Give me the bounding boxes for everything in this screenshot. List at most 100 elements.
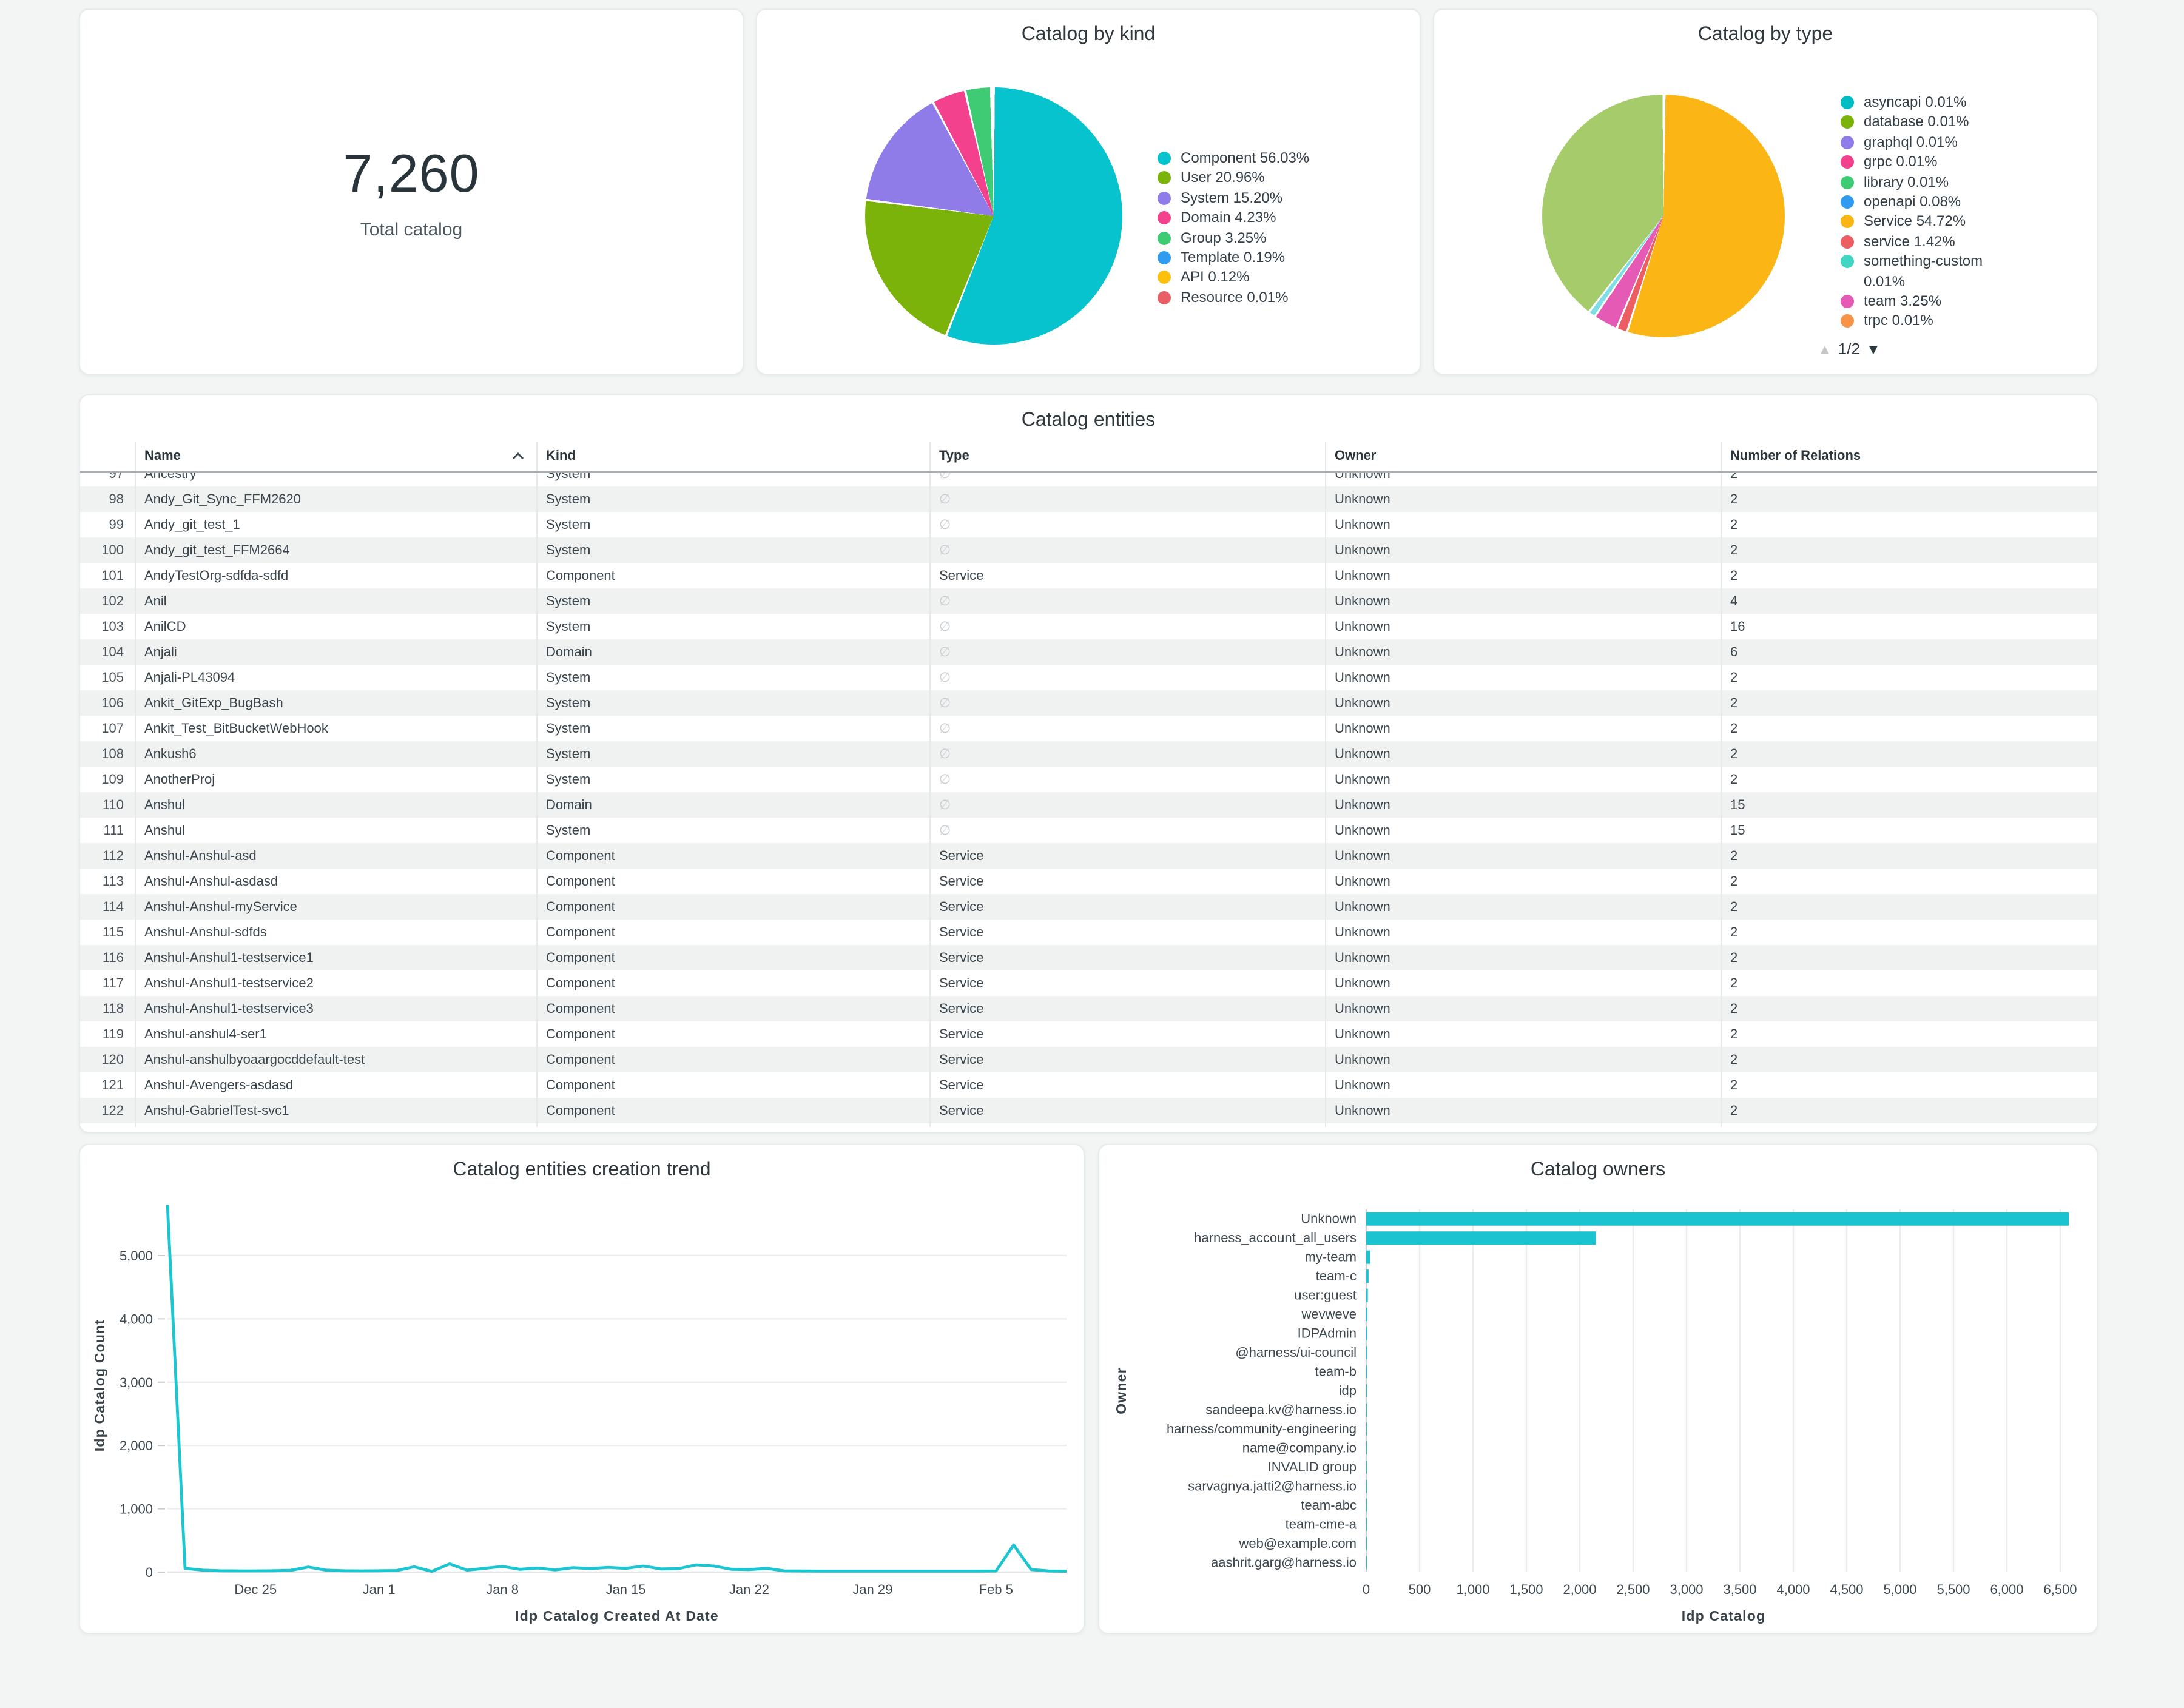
table-row[interactable]: 111 Anshul System ∅ Unknown 15 xyxy=(80,818,2097,843)
table-row[interactable]: 122 Anshul-GabrielTest-svc1 Component Servi… xyxy=(80,1098,2097,1123)
legend-page-down-icon[interactable]: ▼ xyxy=(1866,340,1881,357)
legend-item-Template[interactable]: Template 0.19% xyxy=(1158,247,1309,267)
bar-sarvagnya.jatti2@harness.io[interactable] xyxy=(1366,1479,1367,1493)
table-row[interactable]: 116 Anshul-Anshul1-testservice1 Component S… xyxy=(80,945,2097,970)
legend-item-library[interactable]: library 0.01% xyxy=(1841,172,2007,192)
legend-item-database[interactable]: database 0.01% xyxy=(1841,112,2007,132)
table-row[interactable]: 112 Anshul-Anshul-asd Component Service Unkn… xyxy=(80,843,2097,869)
bar-team-b[interactable] xyxy=(1366,1365,1367,1379)
table-row[interactable]: 98 Andy_Git_Sync_FFM2620 System ∅ Unknown 2 xyxy=(80,486,2097,512)
cell-owner: Unknown xyxy=(1325,563,1721,588)
bar-INVALID group[interactable] xyxy=(1366,1460,1367,1474)
column-header-kind[interactable]: Kind xyxy=(536,442,929,471)
row-index: 99 xyxy=(109,517,124,532)
bar-team-c[interactable] xyxy=(1366,1269,1369,1283)
catalog-owners-chart[interactable]: 0 500 1,000 1,500 2,000 2,500 3,000 3,500 4,000 4… xyxy=(1099,1145,2097,1633)
table-row[interactable]: 97 Ancestry System ∅ Unknown 2 xyxy=(80,473,2097,486)
column-header-owner[interactable]: Owner xyxy=(1325,442,1721,471)
legend-label: User 20.96% xyxy=(1181,169,1265,186)
table-row[interactable]: 117 Anshul-Anshul1-testservice2 Component S… xyxy=(80,970,2097,996)
legend-item-User[interactable]: User 20.96% xyxy=(1158,168,1309,188)
legend-page-up-icon[interactable]: ▲ xyxy=(1818,340,1832,357)
trend-line[interactable] xyxy=(166,1205,1067,1573)
legend-swatch-icon xyxy=(1841,314,1854,328)
legend-pager: ▲ 1/2 ▼ xyxy=(1818,340,1881,358)
kind-legend: Component 56.03% User 20.96% System 15.20%… xyxy=(1158,148,1309,308)
column-header-type[interactable]: Type xyxy=(929,442,1325,471)
legend-item-team[interactable]: team 3.25% xyxy=(1841,291,2007,311)
table-row[interactable]: 99 Andy_git_test_1 System ∅ Unknown 2 xyxy=(80,512,2097,537)
table-row[interactable]: 114 Anshul-Anshul-myService Component Servi… xyxy=(80,894,2097,920)
table-row[interactable]: 105 Anjali-PL43094 System ∅ Unknown 2 xyxy=(80,665,2097,690)
table-row[interactable]: 120 Anshul-anshulbyoaargocddefault-test Co… xyxy=(80,1047,2097,1072)
bar-idp[interactable] xyxy=(1366,1384,1367,1397)
cell-name: AnilCD xyxy=(135,614,536,639)
bar-name@company.io[interactable] xyxy=(1366,1441,1367,1455)
table-row[interactable]: 101 AndyTestOrg-sdfda-sdfd Component Servic… xyxy=(80,563,2097,588)
table-row[interactable]: 102 Anil System ∅ Unknown 4 xyxy=(80,588,2097,614)
kind-pie-chart[interactable] xyxy=(865,87,1122,345)
creation-trend-chart[interactable]: 0 1,000 2,000 3,000 4,000 5,000 Dec 25 Jan 1 Jan… xyxy=(80,1145,1084,1633)
legend-swatch-icon xyxy=(1841,96,1854,109)
table-row[interactable]: 100 Andy_git_test_FFM2664 System ∅ Unknown 2 xyxy=(80,537,2097,563)
table-row[interactable]: 106 Ankit_GitExp_BugBash System ∅ Unknown 2 xyxy=(80,690,2097,716)
legend-item-Service[interactable]: Service 54.72% xyxy=(1841,212,2007,232)
type-pie-chart[interactable] xyxy=(1542,95,1785,337)
legend-item-website[interactable]: website 0.96% xyxy=(1841,331,2007,335)
bar-my-team[interactable] xyxy=(1366,1250,1370,1264)
cell-kind: System xyxy=(536,473,929,486)
bar-user:guest[interactable] xyxy=(1366,1288,1368,1302)
legend-item-Domain[interactable]: Domain 4.23% xyxy=(1158,207,1309,227)
legend-item-service[interactable]: service 1.42% xyxy=(1841,232,2007,252)
bar-sandeepa.kv@harness.io[interactable] xyxy=(1366,1403,1367,1417)
sort-ascending-icon[interactable] xyxy=(512,452,524,460)
category-label: web@example.com xyxy=(1238,1536,1357,1551)
bar-harness/community-engineering[interactable] xyxy=(1366,1422,1367,1436)
bar-team-abc[interactable] xyxy=(1366,1498,1367,1512)
table-row[interactable]: 109 AnotherProj System ∅ Unknown 2 xyxy=(80,767,2097,792)
bar-@harness/ui-council[interactable] xyxy=(1366,1346,1367,1360)
bar-Unknown[interactable] xyxy=(1366,1212,2069,1226)
cell-type: ∅ xyxy=(929,767,1325,792)
bar-web@example.com[interactable] xyxy=(1366,1536,1367,1550)
legend-item-Resource[interactable]: Resource 0.01% xyxy=(1158,287,1309,308)
table-row[interactable]: 121 Anshul-Avengers-asdasd Component Servic… xyxy=(80,1072,2097,1098)
legend-item-graphql[interactable]: graphql 0.01% xyxy=(1841,132,2007,152)
table-row[interactable]: 119 Anshul-anshul4-ser1 Component Service Un… xyxy=(80,1021,2097,1047)
legend-item-something-custom[interactable]: something-custom 0.01% xyxy=(1841,252,2007,292)
bar-team-cme-a[interactable] xyxy=(1366,1518,1367,1531)
category-label: team-cme-a xyxy=(1286,1516,1357,1531)
legend-item-System[interactable]: System 15.20% xyxy=(1158,188,1309,208)
table-row[interactable]: 118 Anshul-Anshul1-testservice3 Component S… xyxy=(80,996,2097,1021)
x-tick-label: 0 xyxy=(1363,1582,1370,1597)
legend-item-openapi[interactable]: openapi 0.08% xyxy=(1841,192,2007,212)
legend-item-trpc[interactable]: trpc 0.01% xyxy=(1841,311,2007,331)
column-header-number-of-relations[interactable]: Number of Relations xyxy=(1721,442,2097,471)
table-row[interactable]: 103 AnilCD System ∅ Unknown 16 xyxy=(80,614,2097,639)
legend-item-grpc[interactable]: grpc 0.01% xyxy=(1841,152,2007,172)
bar-wevweve[interactable] xyxy=(1366,1308,1367,1322)
legend-item-Group[interactable]: Group 3.25% xyxy=(1158,227,1309,247)
row-index: 103 xyxy=(101,619,124,634)
bar-IDPAdmin[interactable] xyxy=(1366,1326,1367,1340)
bar-aashrit.garg@harness.io[interactable] xyxy=(1366,1556,1367,1570)
cell-kind: System xyxy=(536,486,929,512)
column-header-name[interactable]: Name xyxy=(135,442,536,471)
legend-item-asyncapi[interactable]: asyncapi 0.01% xyxy=(1841,92,2007,112)
category-label: name@company.io xyxy=(1242,1440,1357,1455)
table-row[interactable]: 113 Anshul-Anshul-asdasd Component Service U… xyxy=(80,869,2097,894)
legend-item-API[interactable]: API 0.12% xyxy=(1158,267,1309,287)
table-row[interactable]: 115 Anshul-Anshul-sdfds Component Service Un… xyxy=(80,920,2097,945)
table-row[interactable]: 108 Ankush6 System ∅ Unknown 2 xyxy=(80,741,2097,767)
cell-owner: Unknown xyxy=(1325,473,1721,486)
row-index: 122 xyxy=(101,1103,124,1118)
legend-item-Component[interactable]: Component 56.03% xyxy=(1158,148,1309,168)
legend-swatch-icon xyxy=(1158,152,1171,165)
table-body[interactable]: 97 Ancestry System ∅ Unknown 2 98 Andy_Git_Sync… xyxy=(80,473,2097,1127)
table-row[interactable]: 107 Ankit_Test_BitBucketWebHook System ∅ Unk… xyxy=(80,716,2097,741)
table-row[interactable]: 110 Anshul Domain ∅ Unknown 15 xyxy=(80,792,2097,818)
x-tick-label: 5,000 xyxy=(1883,1582,1916,1597)
bar-harness_account_all_users[interactable] xyxy=(1366,1231,1596,1245)
table-row[interactable]: 104 Anjali Domain ∅ Unknown 6 xyxy=(80,639,2097,665)
